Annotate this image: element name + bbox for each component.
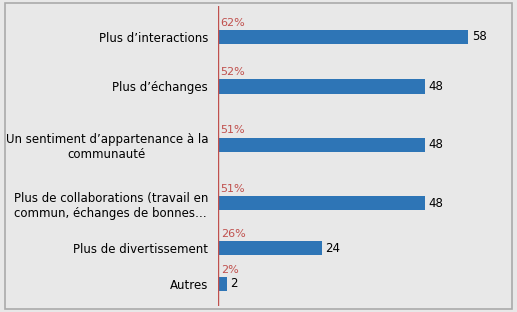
Text: 48: 48 — [429, 80, 444, 93]
Text: 52%: 52% — [221, 67, 246, 77]
Bar — [219, 138, 425, 152]
Text: 62%: 62% — [221, 18, 246, 28]
Text: 51%: 51% — [221, 125, 245, 135]
Text: 51%: 51% — [221, 184, 245, 194]
Text: 26%: 26% — [221, 229, 246, 239]
Text: 48: 48 — [429, 197, 444, 210]
Bar — [219, 241, 322, 255]
Text: 58: 58 — [472, 31, 486, 43]
Bar — [219, 30, 468, 44]
Bar — [219, 79, 425, 94]
Text: 2: 2 — [231, 277, 238, 290]
Text: 2%: 2% — [221, 265, 238, 275]
Text: 48: 48 — [429, 138, 444, 151]
Text: 24: 24 — [325, 241, 340, 255]
Bar — [219, 196, 425, 210]
Bar — [219, 277, 227, 291]
